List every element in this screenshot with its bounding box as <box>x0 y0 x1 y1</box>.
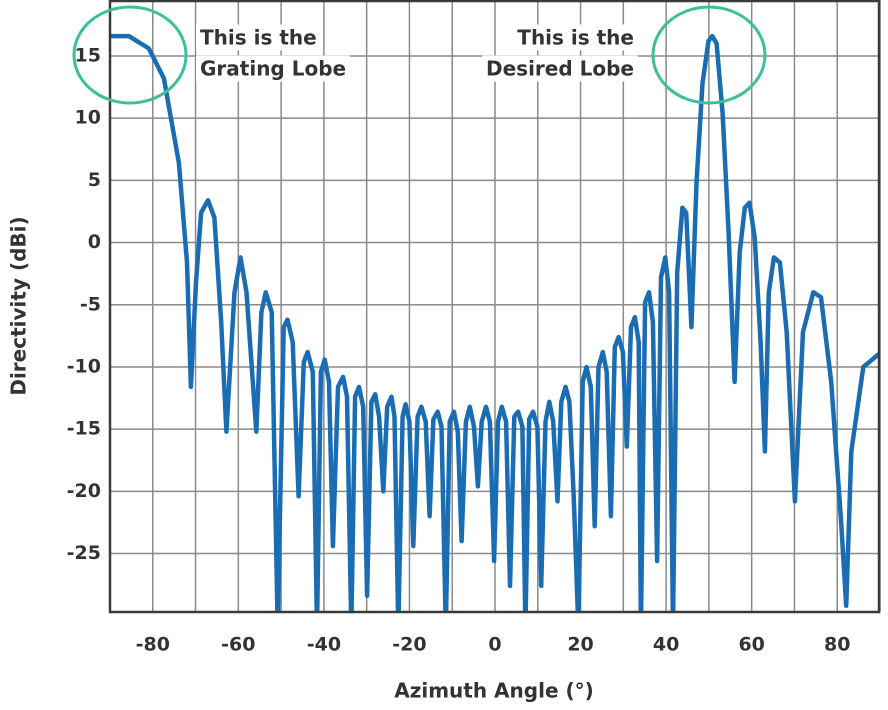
annotation-text: This is the <box>200 26 317 50</box>
annotation-background <box>513 24 638 51</box>
x-tick-label: -60 <box>221 634 255 656</box>
annotation-background <box>196 55 351 82</box>
plot-frame <box>108 0 881 614</box>
y-tick-label: -25 <box>67 542 101 564</box>
y-axis-label: Directivity (dBi) <box>7 216 31 395</box>
x-tick-label: 40 <box>653 634 679 656</box>
x-tick-label: 20 <box>567 634 593 656</box>
highlight-circle <box>72 5 188 105</box>
x-tick-label: -20 <box>392 634 426 656</box>
y-tick-label: 0 <box>88 231 101 253</box>
data-line <box>110 33 880 612</box>
y-tick-label: -20 <box>67 480 101 502</box>
plot <box>110 33 880 612</box>
x-tick-label: 80 <box>824 634 850 656</box>
x-tick-label: -80 <box>136 634 170 656</box>
annotation-background <box>482 55 638 82</box>
x-tick-label: 60 <box>738 634 764 656</box>
annotation-text: This is the <box>517 26 634 50</box>
highlight-circle <box>651 5 767 105</box>
annotation-text: Grating Lobe <box>200 57 346 81</box>
y-tick-label: 5 <box>88 169 101 191</box>
x-axis-label: Azimuth Angle (°) <box>394 679 594 703</box>
annotation-background <box>196 24 321 51</box>
y-tick-label: -10 <box>67 355 101 377</box>
annotations: This is the Grating Lobe This is the Desire… <box>72 5 767 105</box>
y-tick-label: 15 <box>75 44 101 66</box>
x-tick-label: -40 <box>307 634 341 656</box>
y-tick-label: -15 <box>67 418 101 440</box>
y-tick-label: -5 <box>80 293 101 315</box>
x-tick-label: 0 <box>488 634 501 656</box>
y-tick-label: 10 <box>75 107 101 129</box>
annotation-text: Desired Lobe <box>486 57 634 81</box>
